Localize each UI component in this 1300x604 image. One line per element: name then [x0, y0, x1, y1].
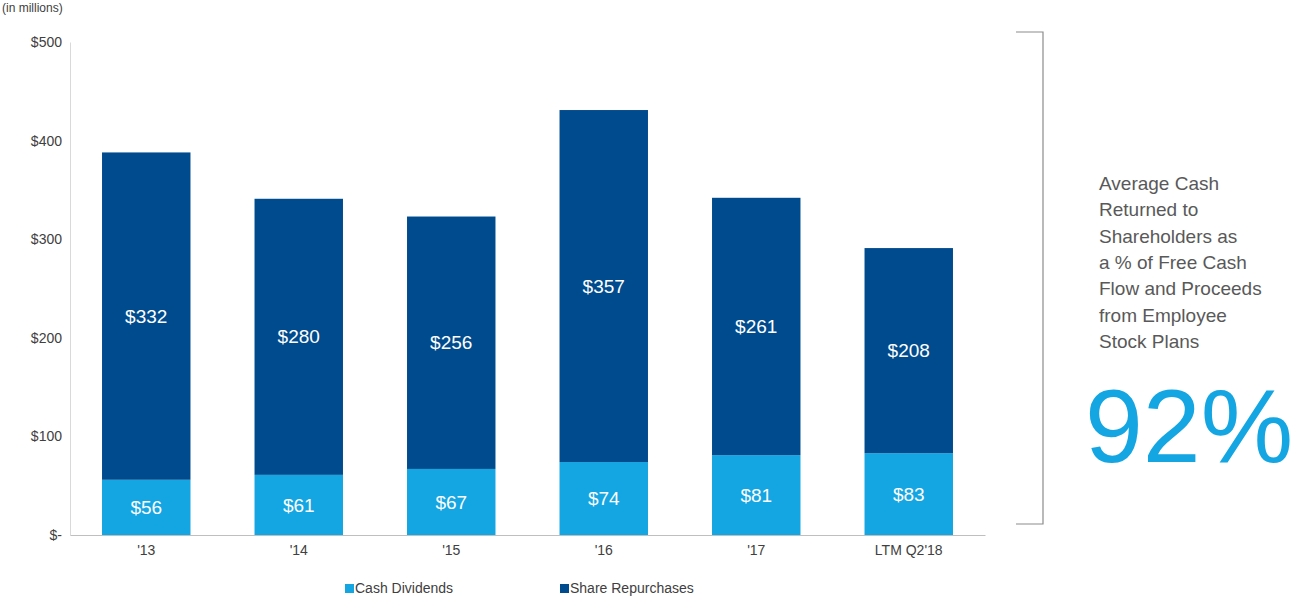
- data-label: $83: [893, 484, 925, 505]
- x-tick: LTM Q2'18: [875, 535, 943, 558]
- y-tick-label: $500: [31, 34, 62, 50]
- bar-segment: [865, 453, 953, 535]
- legend-swatch: [345, 584, 354, 593]
- annotation-line: Returned to: [1099, 199, 1198, 220]
- x-tick-label: '14: [290, 542, 308, 558]
- bar-segment: [255, 475, 343, 535]
- annotation-line: Flow and Proceeds: [1099, 278, 1262, 299]
- x-tick: '16: [595, 535, 613, 558]
- x-tick-label: '17: [747, 542, 765, 558]
- y-tick-label: $100: [31, 428, 62, 444]
- annotation-line: from Employee: [1099, 305, 1227, 326]
- data-label: $208: [888, 340, 930, 361]
- annotation-line: Stock Plans: [1099, 331, 1199, 352]
- y-axis-line: [70, 43, 71, 536]
- data-label: $332: [125, 306, 167, 327]
- bar-segment: [102, 152, 190, 479]
- bar-segment: [560, 462, 648, 535]
- x-tick-label: '16: [595, 542, 613, 558]
- data-label: $256: [430, 332, 472, 353]
- y-axis: $- $100 $200 $300 $400 $500: [31, 34, 71, 543]
- bar-segment: [560, 110, 648, 462]
- series: [102, 110, 953, 480]
- data-label: $357: [583, 276, 625, 297]
- data-label: $261: [735, 316, 777, 337]
- bars: [102, 110, 953, 535]
- legend-label: Cash Dividends: [355, 580, 453, 596]
- bar-segment: [865, 248, 953, 453]
- annotation-line: Average Cash: [1099, 173, 1219, 194]
- legend-label: Share Repurchases: [570, 580, 694, 596]
- legend: Cash Dividends Share Repurchases: [345, 580, 694, 596]
- bar-segment: [255, 199, 343, 475]
- bracket: [1016, 32, 1043, 524]
- y-tick: $300: [31, 231, 70, 247]
- x-axis: '13 '14 '15 '16 '17 LTM Q2'18: [71, 535, 986, 558]
- annotation: Average Cash Returned to Shareholders as a …: [1099, 173, 1262, 352]
- annotation-value: 92%: [1085, 368, 1293, 484]
- x-tick-label: '13: [137, 542, 155, 558]
- x-axis-line: [71, 535, 986, 536]
- legend-swatch: [560, 584, 569, 593]
- x-tick-label: '15: [442, 542, 460, 558]
- series: [102, 453, 953, 535]
- annotation-line: a % of Free Cash: [1099, 252, 1247, 273]
- bar-segment: [712, 455, 800, 535]
- data-labels: $56 $61 $67 $74 $81 $83 $332 $280 $256 $357 $261 $2…: [125, 276, 930, 518]
- y-tick-label: $-: [50, 527, 63, 543]
- x-tick: '14: [290, 535, 308, 558]
- data-label: $56: [130, 497, 162, 518]
- axis-note: (in millions): [2, 1, 63, 15]
- bar-segment: [712, 198, 800, 455]
- bar-segment: [407, 217, 495, 469]
- data-label: $74: [588, 488, 620, 509]
- y-tick-label: $400: [31, 133, 62, 149]
- x-tick-label: LTM Q2'18: [875, 542, 943, 558]
- x-tick: '17: [747, 535, 765, 558]
- y-tick-label: $300: [31, 231, 62, 247]
- y-tick: $200: [31, 330, 70, 346]
- y-tick: $400: [31, 133, 70, 149]
- data-label: $67: [435, 492, 467, 513]
- y-tick-label: $200: [31, 330, 62, 346]
- y-tick: $500: [31, 34, 70, 50]
- x-tick: '13: [137, 535, 155, 558]
- data-label: $280: [278, 326, 320, 347]
- data-label: $61: [283, 495, 315, 516]
- y-tick: $100: [31, 428, 70, 444]
- y-tick: $-: [50, 527, 70, 543]
- bar-segment: [407, 469, 495, 535]
- bar-segment: [102, 480, 190, 535]
- chart: (in millions)$-$100$200$300$400$500'13'1…: [0, 0, 1300, 604]
- x-tick: '15: [442, 535, 460, 558]
- data-label: $81: [740, 485, 772, 506]
- annotation-line: Shareholders as: [1099, 226, 1237, 247]
